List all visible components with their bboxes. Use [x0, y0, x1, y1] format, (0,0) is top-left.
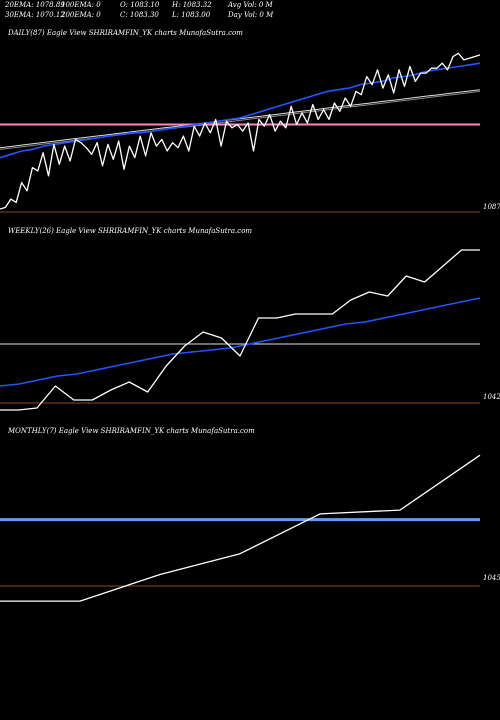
daily-ema-slow-line-b	[0, 90, 481, 150]
daily-price-line	[0, 52, 481, 210]
daily-price-label: 1087	[483, 203, 500, 211]
weekly-panel-label: WEEKLY(26) Eagle View SHRIRAMFIN_YK char…	[8, 227, 253, 235]
header-high: H: 1083.32	[172, 1, 212, 9]
header-200ema: 200EMA: 0	[61, 11, 101, 19]
weekly-price-label: 1042	[483, 393, 500, 401]
daily-panel-label: DAILY(87) Eagle View SHRIRAMFIN_YK chart…	[8, 29, 243, 37]
weekly-price-line	[0, 249, 480, 411]
monthly-price-label: 1045	[483, 574, 500, 582]
header-low: L: 1083.00	[172, 11, 211, 19]
header-open: O: 1083.10	[120, 1, 160, 9]
monthly-panel-label: MONTHLY(7) Eagle View SHRIRAMFIN_YK char…	[8, 427, 255, 435]
weekly-ema-line	[0, 297, 481, 387]
header-avg-vol: Avg Vol: 0 M	[228, 1, 273, 9]
header-100ema: 100EMA: 0	[61, 1, 101, 9]
header-30ema: 30EMA: 1070.12	[5, 11, 65, 19]
header-close: C: 1083.30	[120, 11, 159, 19]
monthly-price-line	[0, 454, 481, 602]
header-20ema: 20EMA: 1078.89	[5, 1, 65, 9]
daily-ema-fast-line	[0, 62, 481, 159]
header-day-vol: Day Vol: 0 M	[228, 11, 274, 19]
